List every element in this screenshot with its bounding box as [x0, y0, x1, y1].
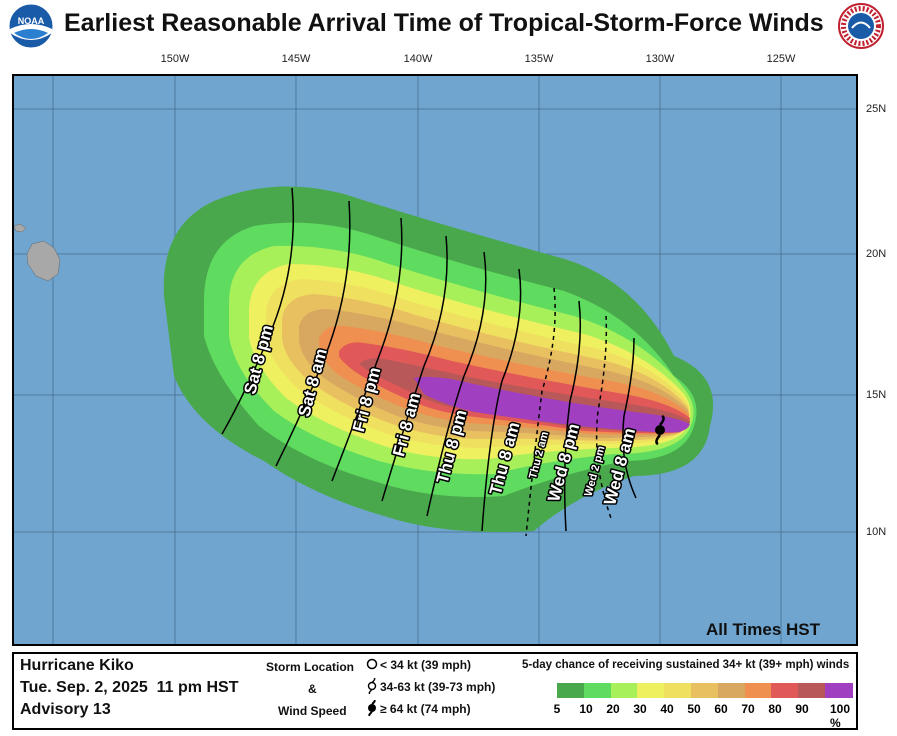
tropical-storm-icon [365, 677, 379, 697]
noaa-logo: NOAA [8, 3, 54, 49]
latitude-label: 20N [866, 248, 887, 260]
storm-name: Hurricane Kiko [20, 657, 134, 674]
probability-swatch [637, 683, 666, 698]
longitude-label: 150W [160, 53, 190, 65]
probability-swatch [691, 683, 719, 698]
probability-swatch [744, 683, 773, 698]
time-contour [426, 251, 487, 517]
nws-logo [838, 3, 884, 49]
probability-swatch [717, 683, 746, 698]
probability-tick-label: 50 [687, 702, 701, 716]
probability-band [414, 376, 690, 433]
advisory-number: Advisory 13 [20, 701, 111, 718]
time-contour [622, 337, 637, 499]
storm-legend-wind: Wind Speed [278, 704, 347, 718]
time-contour [331, 217, 403, 482]
noaa-logo-text: NOAA [18, 16, 45, 26]
storm-legend-item-1: < 34 kt (39 mph) [380, 658, 472, 672]
probability-tick-label: 5 [553, 702, 561, 716]
storm-legend-amp: & [308, 682, 317, 696]
time-contour [381, 235, 448, 502]
probability-tick-label: 60 [714, 702, 728, 716]
probability-swatch [557, 683, 585, 698]
probability-swatch [664, 683, 692, 698]
latitude-label: 10N [866, 526, 887, 538]
latitude-label: 25N [866, 103, 887, 115]
longitude-label: 140W [403, 53, 433, 65]
hurricane-icon [655, 414, 665, 446]
advisory-datetime: Tue. Sep. 2, 2025 11 pm HST [20, 679, 239, 696]
probability-tick-label: 20 [606, 702, 620, 716]
probability-swatch [771, 683, 800, 698]
hurricane-legend-icon [365, 699, 379, 719]
all-times-label: All Times HST [706, 620, 820, 639]
arrival-time-contours [221, 187, 637, 537]
longitude-label: 135W [524, 53, 554, 65]
probability-tick-label: 40 [660, 702, 674, 716]
hawaii-islands [14, 223, 61, 282]
probability-swatch [798, 683, 826, 698]
storm-legend-header: Storm Location [266, 660, 355, 674]
time-contour [525, 287, 556, 537]
time-contour [481, 268, 522, 532]
probability-legend-title: 5-day chance of receiving sustained 34+ … [522, 659, 850, 671]
storm-legend-item-2: 34-63 kt (39-73 mph) [380, 680, 496, 694]
probability-tick-label: 70 [741, 702, 755, 716]
time-contour [595, 315, 613, 522]
probability-swatch [583, 683, 612, 698]
longitude-label: 130W [645, 53, 675, 65]
circle-icon [366, 658, 378, 673]
time-contour [275, 200, 351, 467]
storm-legend-item-3: ≥ 64 kt (74 mph) [380, 702, 471, 716]
probability-tick-label: 30 [633, 702, 647, 716]
probability-tick-label: 90 [795, 702, 809, 716]
latitude-label: 15N [866, 389, 887, 401]
longitude-label: 145W [281, 53, 311, 65]
probability-swatch [825, 683, 853, 698]
probability-tick-label: 80 [768, 702, 782, 716]
time-contour [221, 187, 295, 435]
map-panel: Sat 8 pm Sat 8 pm Sat 8 am Sat 8 am Fri 8 pm… [12, 74, 858, 646]
legend-panel: Hurricane Kiko Tue. Sep. 2, 2025 11 pm H… [12, 652, 858, 730]
page-title: Earliest Reasonable Arrival Time of Trop… [64, 9, 824, 37]
probability-swatch [610, 683, 639, 698]
time-contour [563, 300, 582, 532]
probability-tick-label: 10 [579, 702, 593, 716]
longitude-label: 125W [766, 53, 796, 65]
probability-tick-label: 100 % [829, 702, 851, 730]
